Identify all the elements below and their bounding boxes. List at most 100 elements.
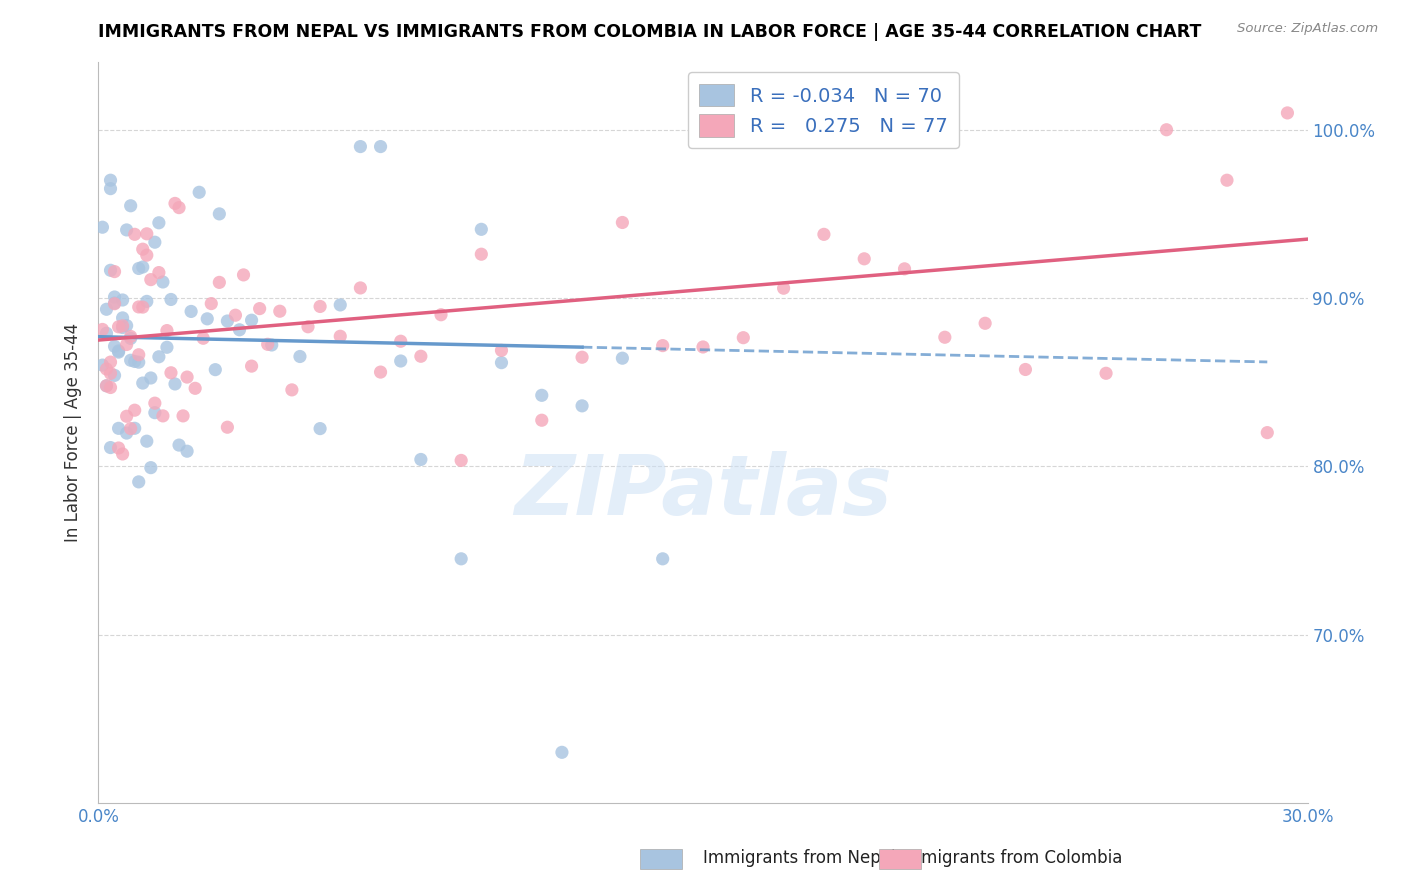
Text: ZIPatlas: ZIPatlas <box>515 451 891 533</box>
Point <box>1256 425 1278 440</box>
Point <box>128 355 150 369</box>
Point <box>530 413 553 427</box>
Point <box>152 409 174 423</box>
Point <box>100 263 122 277</box>
Point <box>208 276 231 290</box>
Point <box>530 388 553 402</box>
Point <box>128 475 150 489</box>
Point <box>107 421 129 435</box>
Point <box>107 343 129 358</box>
Point <box>349 139 371 153</box>
Point <box>115 426 138 441</box>
Point <box>148 216 170 230</box>
Point <box>450 551 472 566</box>
Point <box>1156 122 1178 136</box>
Point <box>195 311 218 326</box>
Point <box>132 260 155 274</box>
Point <box>204 362 226 376</box>
Point <box>91 220 114 235</box>
Point <box>409 452 432 467</box>
Point <box>160 293 183 307</box>
Point <box>96 378 118 392</box>
Point <box>288 350 311 364</box>
Point <box>450 453 472 467</box>
Point <box>156 340 179 354</box>
Point <box>120 329 142 343</box>
Point <box>100 173 122 187</box>
Point <box>733 331 755 345</box>
Point <box>470 222 492 236</box>
Point <box>103 290 125 304</box>
Legend: R = -0.034   N = 70, R =   0.275   N = 77: R = -0.034 N = 70, R = 0.275 N = 77 <box>688 72 959 148</box>
Point <box>551 745 574 759</box>
Point <box>163 196 186 211</box>
Point <box>120 421 142 435</box>
Point <box>96 362 118 376</box>
Point <box>100 367 122 381</box>
Point <box>128 300 150 314</box>
Point <box>470 247 492 261</box>
Point <box>91 322 114 336</box>
Point <box>188 186 211 200</box>
Point <box>132 376 155 390</box>
Point <box>100 355 122 369</box>
Point <box>217 420 239 434</box>
Point <box>813 227 835 242</box>
Point <box>370 139 392 153</box>
Point <box>309 421 332 435</box>
Point <box>115 337 138 351</box>
Point <box>111 310 134 325</box>
Point <box>148 266 170 280</box>
Point <box>260 338 283 352</box>
Point <box>115 223 138 237</box>
Point <box>103 296 125 310</box>
Point <box>853 252 876 266</box>
Point <box>430 308 453 322</box>
Point <box>100 181 122 195</box>
Point <box>172 409 194 423</box>
Point <box>217 314 239 328</box>
Point <box>107 345 129 359</box>
Point <box>612 351 634 366</box>
Point <box>651 338 673 352</box>
Point <box>329 298 352 312</box>
Point <box>135 248 157 262</box>
Point <box>96 302 118 317</box>
Point <box>132 242 155 256</box>
Point <box>1277 106 1299 120</box>
Point <box>124 354 146 368</box>
Point <box>135 294 157 309</box>
Point <box>1014 362 1036 376</box>
Point <box>1095 366 1118 380</box>
Point <box>232 268 254 282</box>
Point <box>120 199 142 213</box>
Point <box>143 406 166 420</box>
Point <box>934 330 956 344</box>
Point <box>370 365 392 379</box>
Point <box>893 261 915 276</box>
Point <box>115 318 138 333</box>
Point <box>128 261 150 276</box>
Point <box>91 358 114 372</box>
Text: Source: ZipAtlas.com: Source: ZipAtlas.com <box>1237 22 1378 36</box>
Point <box>309 300 332 314</box>
Point <box>1216 173 1239 187</box>
Point <box>240 313 263 327</box>
Point <box>491 356 513 370</box>
Point <box>132 300 155 314</box>
Point <box>111 318 134 333</box>
Point <box>111 447 134 461</box>
Point <box>120 353 142 368</box>
Point <box>974 316 997 330</box>
Point <box>100 380 122 394</box>
Point <box>107 319 129 334</box>
Point <box>100 441 122 455</box>
Point <box>103 264 125 278</box>
Point <box>167 438 190 452</box>
Point <box>139 272 162 286</box>
Y-axis label: In Labor Force | Age 35-44: In Labor Force | Age 35-44 <box>65 323 83 542</box>
Point <box>772 281 794 295</box>
Point <box>281 383 304 397</box>
Point <box>163 376 186 391</box>
Point <box>612 215 634 229</box>
